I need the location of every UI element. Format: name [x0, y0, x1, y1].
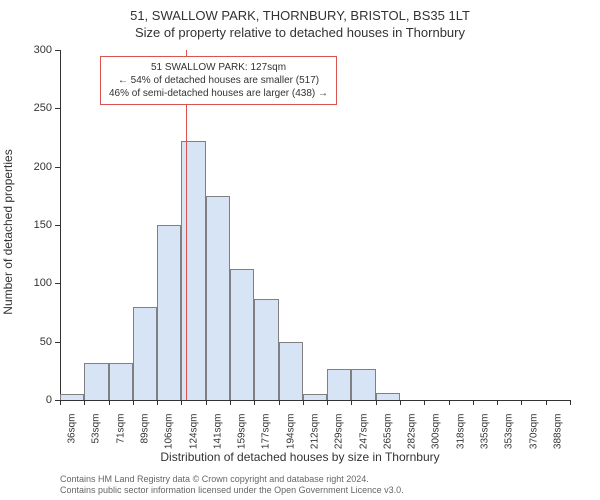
y-tick-label: 300	[2, 44, 52, 56]
x-tick-mark	[546, 400, 547, 405]
x-tick-mark	[303, 400, 304, 405]
histogram-bar	[206, 196, 230, 400]
y-tick-label: 250	[2, 102, 52, 114]
page-title-line2: Size of property relative to detached ho…	[0, 23, 600, 40]
x-tick-mark	[109, 400, 110, 405]
x-axis-line	[60, 400, 570, 401]
annotation-line: ← 54% of detached houses are smaller (51…	[109, 74, 328, 87]
annotation-line: 46% of semi-detached houses are larger (…	[109, 87, 328, 100]
x-tick-mark	[230, 400, 231, 405]
x-tick-mark	[279, 400, 280, 405]
histogram-bar	[303, 394, 327, 400]
y-axis: 050100150200250300	[0, 50, 60, 400]
x-tick-mark	[206, 400, 207, 405]
histogram-bar	[279, 342, 303, 400]
x-tick-mark	[84, 400, 85, 405]
x-tick-mark	[181, 400, 182, 405]
y-tick-label: 0	[2, 394, 52, 406]
chart-container: 51, SWALLOW PARK, THORNBURY, BRISTOL, BS…	[0, 0, 600, 500]
y-tick-label: 100	[2, 277, 52, 289]
histogram-bar	[109, 363, 133, 400]
histogram-bar	[376, 393, 400, 400]
x-tick-mark	[449, 400, 450, 405]
page-title-line1: 51, SWALLOW PARK, THORNBURY, BRISTOL, BS…	[0, 0, 600, 23]
x-tick-mark	[521, 400, 522, 405]
histogram-bar	[327, 369, 351, 401]
x-tick-mark	[376, 400, 377, 405]
y-tick-label: 50	[2, 336, 52, 348]
histogram-bar	[254, 299, 278, 401]
histogram-bar	[157, 225, 181, 400]
footer-line2: Contains public sector information licen…	[60, 485, 404, 496]
x-tick-mark	[424, 400, 425, 405]
y-tick-label: 200	[2, 161, 52, 173]
annotation-line: 51 SWALLOW PARK: 127sqm	[109, 61, 328, 74]
histogram-bar	[60, 394, 84, 400]
x-tick-mark	[473, 400, 474, 405]
x-tick-mark	[60, 400, 61, 405]
histogram-bar	[230, 269, 254, 400]
x-tick-mark	[400, 400, 401, 405]
x-tick-mark	[570, 400, 571, 405]
x-tick-mark	[351, 400, 352, 405]
histogram-bar	[351, 369, 375, 401]
x-tick-mark	[497, 400, 498, 405]
footer-attribution: Contains HM Land Registry data © Crown c…	[60, 474, 404, 496]
annotation-box: 51 SWALLOW PARK: 127sqm← 54% of detached…	[100, 56, 337, 105]
histogram-bar	[133, 307, 157, 400]
x-tick-mark	[327, 400, 328, 405]
x-tick-mark	[254, 400, 255, 405]
histogram-bar	[84, 363, 108, 400]
y-tick-label: 150	[2, 219, 52, 231]
x-axis-label: Distribution of detached houses by size …	[0, 450, 600, 464]
x-tick-mark	[133, 400, 134, 405]
x-tick-mark	[157, 400, 158, 405]
footer-line1: Contains HM Land Registry data © Crown c…	[60, 474, 404, 485]
